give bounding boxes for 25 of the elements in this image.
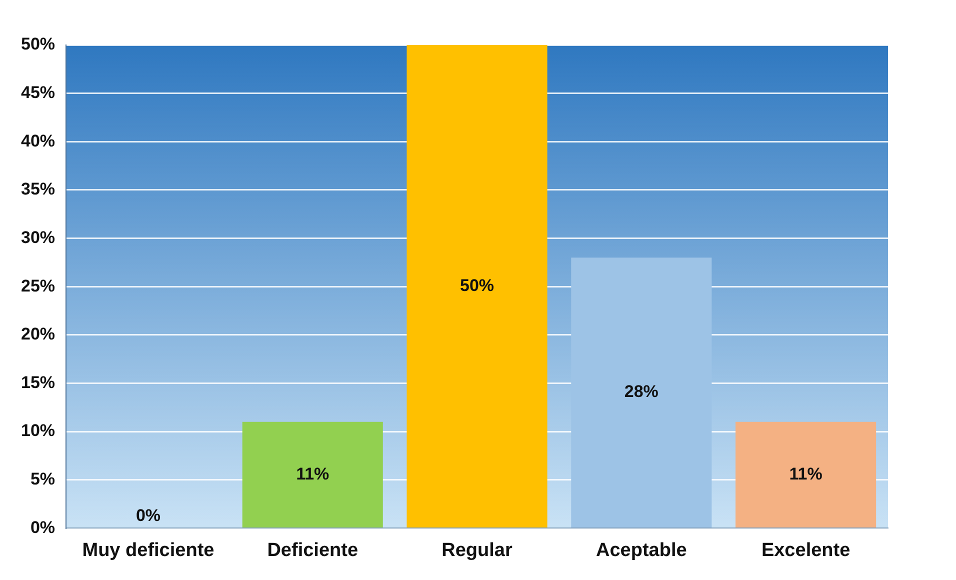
y-tick-label: 50% xyxy=(20,34,56,54)
y-tick-label: 0% xyxy=(30,518,56,537)
x-tick-label: Aceptable xyxy=(596,540,687,561)
y-tick-label: 10% xyxy=(20,421,56,440)
y-tick-label: 35% xyxy=(20,180,56,199)
y-tick-label: 45% xyxy=(20,83,56,102)
data-label: 11% xyxy=(296,464,330,484)
y-tick-label: 5% xyxy=(30,470,56,489)
data-label: 0% xyxy=(136,506,161,525)
y-tick-label: 15% xyxy=(20,372,56,392)
y-tick-label: 30% xyxy=(20,228,56,247)
y-tick-label: 20% xyxy=(20,324,56,344)
data-label: 50% xyxy=(460,276,494,295)
bar xyxy=(406,45,548,528)
y-tick-label: 25% xyxy=(20,276,56,296)
x-tick-label: Excelente xyxy=(761,540,850,561)
data-label: 11% xyxy=(789,464,822,484)
x-tick-label: Muy deficiente xyxy=(82,540,214,561)
x-tick-label: Deficiente xyxy=(267,540,358,561)
bar xyxy=(736,422,876,528)
y-tick-label: 40% xyxy=(20,131,56,150)
bar xyxy=(571,258,712,528)
x-tick-label: Regular xyxy=(442,540,513,561)
bar xyxy=(242,422,383,528)
data-label: 28% xyxy=(624,382,658,402)
